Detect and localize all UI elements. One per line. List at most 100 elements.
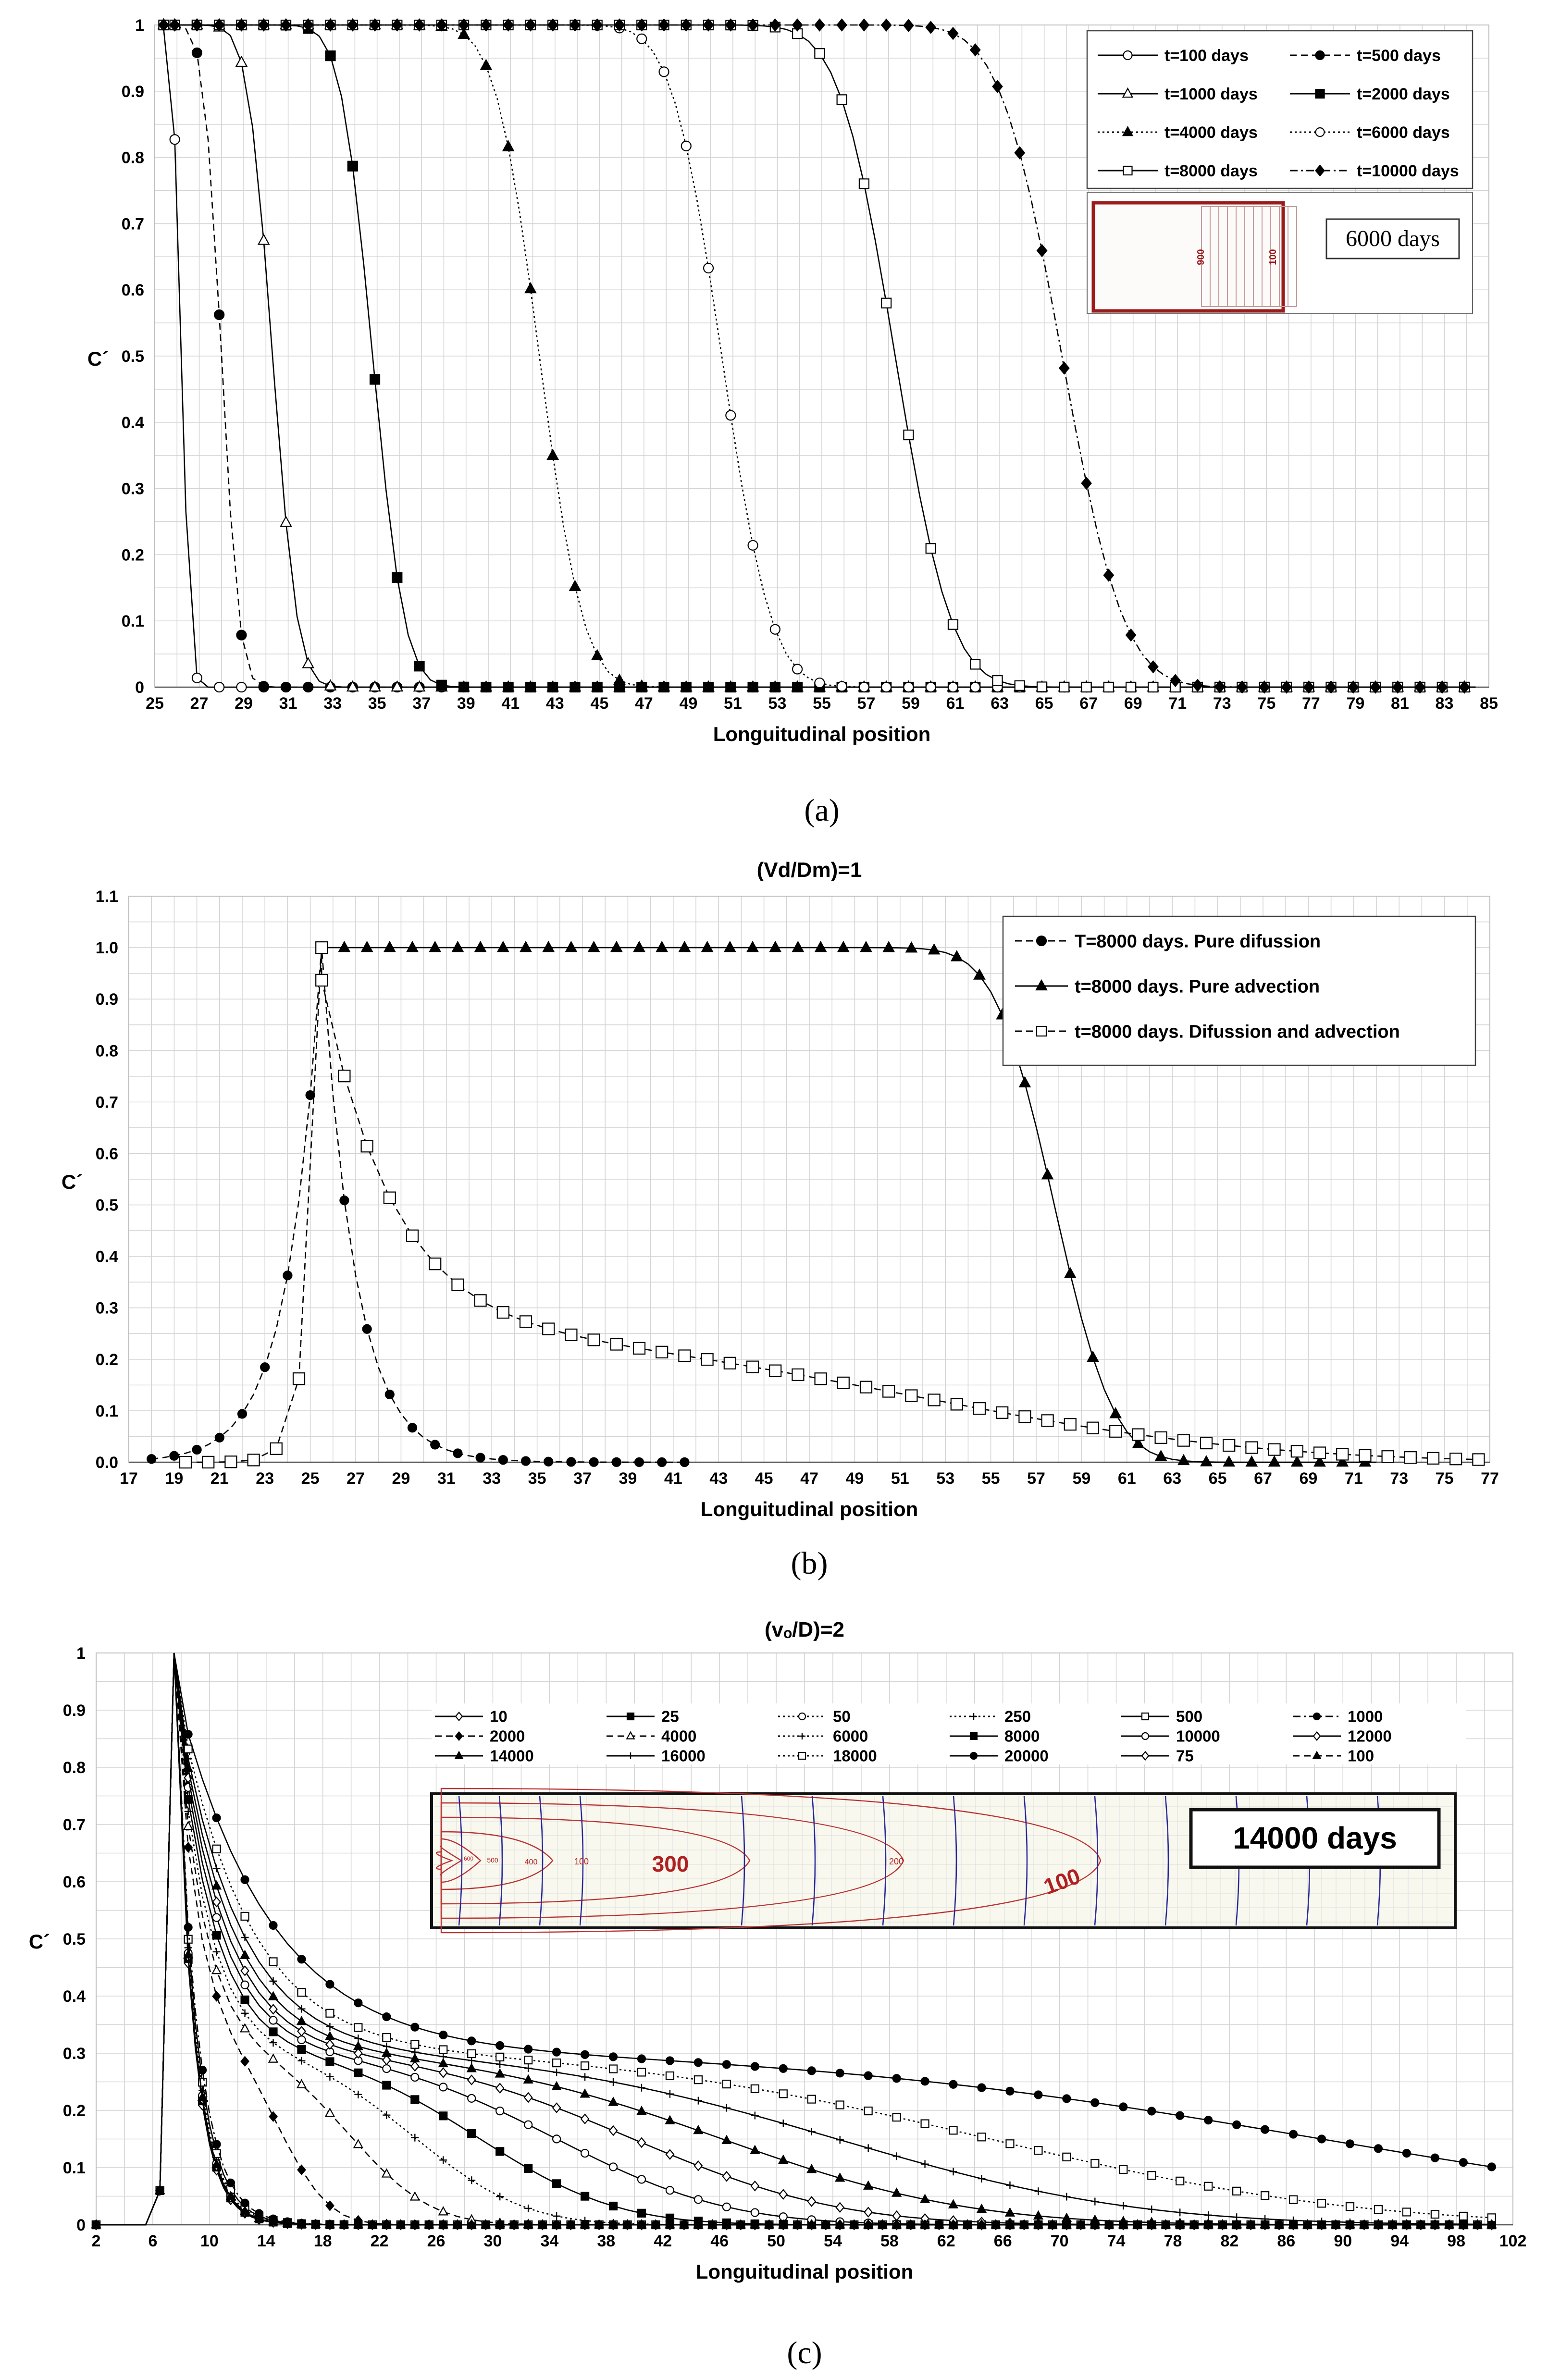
data-point [283, 1270, 293, 1281]
x-tick-label: 49 [679, 694, 697, 713]
data-point [1132, 1428, 1145, 1441]
data-point [1204, 2116, 1213, 2125]
data-point [1348, 680, 1359, 694]
data-point [722, 2202, 731, 2211]
data-point [580, 2050, 590, 2059]
x-tick-label: 10 [200, 2232, 219, 2250]
data-point [495, 2219, 505, 2229]
data-point [1237, 680, 1248, 694]
data-point [750, 2084, 759, 2093]
data-point [1204, 2182, 1213, 2191]
data-point [614, 18, 625, 32]
x-tick-label: 77 [1481, 1469, 1499, 1488]
x-tick-label: 50 [767, 2232, 785, 2250]
x-tick-label: 69 [1299, 1469, 1317, 1488]
data-point [192, 1444, 202, 1455]
data-point [903, 681, 914, 693]
data-point [658, 18, 669, 32]
data-point [1119, 2102, 1128, 2111]
x-tick-label: 57 [857, 694, 876, 713]
data-point [1317, 2134, 1326, 2144]
data-point [503, 681, 514, 693]
data-point [453, 1448, 463, 1458]
data-point [1472, 2219, 1483, 2229]
data-point [326, 2022, 334, 2031]
data-point [611, 1457, 621, 1467]
data-point [1161, 2219, 1171, 2229]
y-tick-label: 1.1 [96, 888, 118, 906]
data-point [268, 2053, 279, 2063]
data-point [524, 2164, 533, 2173]
data-point [637, 2084, 645, 2092]
data-point [1414, 680, 1426, 694]
data-point [637, 2068, 646, 2077]
data-point [552, 2102, 561, 2113]
data-point [339, 1196, 349, 1206]
data-point [693, 2124, 704, 2134]
data-point [524, 2204, 533, 2212]
x-tick-label: 55 [982, 1469, 1000, 1488]
x-tick-label: 6 [148, 2232, 157, 2250]
data-point [525, 18, 536, 32]
data-point [382, 2081, 391, 2090]
data-point [791, 680, 804, 692]
y-axis-label: C´ [87, 347, 109, 370]
data-point [520, 940, 532, 952]
data-point [1103, 568, 1115, 582]
data-point [725, 410, 736, 421]
data-point [996, 1406, 1009, 1419]
data-point [1200, 1436, 1213, 1450]
legend-label: t=8000 days. Difussion and advection [1075, 1022, 1400, 1042]
x-tick-label: 25 [146, 694, 164, 713]
legend-label: 16000 [661, 1747, 706, 1765]
data-point [1041, 1168, 1054, 1180]
data-point [1119, 2202, 1127, 2210]
data-point [570, 681, 581, 693]
data-point [1064, 1418, 1077, 1431]
data-point [814, 1372, 827, 1385]
data-point [864, 2207, 873, 2218]
data-point [864, 2106, 873, 2116]
data-point [1018, 1410, 1031, 1423]
x-tick-label: 30 [484, 2232, 502, 2250]
data-point [438, 2219, 448, 2229]
legend-marker [1123, 165, 1133, 176]
data-point [1033, 2210, 1044, 2220]
data-point [950, 950, 963, 962]
data-point [694, 2075, 703, 2084]
data-point [633, 940, 645, 952]
data-point [239, 2206, 250, 2215]
data-point [835, 2202, 845, 2213]
data-point [859, 1381, 873, 1393]
data-point [458, 18, 470, 32]
data-point [503, 18, 514, 32]
chart-1: 17 19 21 23 25 27 29 31 33 35 37 39 41 43 45 47 49 51 53 55… [62, 858, 1499, 1581]
data-point [921, 2160, 929, 2168]
data-point [1281, 680, 1292, 694]
data-point [396, 2219, 406, 2229]
data-point [474, 1294, 487, 1307]
data-point [632, 1342, 646, 1355]
data-point [1317, 2199, 1326, 2208]
data-point [360, 940, 373, 952]
data-point [1401, 2219, 1412, 2229]
data-point [410, 2040, 420, 2049]
data-point [1005, 2139, 1015, 2148]
data-point [429, 1258, 442, 1270]
data-point [976, 2203, 987, 2213]
data-point [1288, 2219, 1299, 2229]
data-point [381, 2047, 392, 2057]
data-point [807, 2128, 816, 2136]
data-point [325, 2200, 334, 2211]
data-point [498, 1455, 508, 1465]
data-point [934, 2219, 944, 2229]
gridlines [128, 896, 1490, 1463]
data-point [858, 178, 870, 189]
data-point [836, 2136, 844, 2144]
x-tick-label: 35 [528, 1469, 546, 1488]
data-point [237, 1409, 248, 1419]
data-point [452, 2219, 463, 2229]
data-point [346, 680, 359, 692]
data-point [665, 2115, 675, 2124]
x-tick-label: 102 [1499, 2232, 1527, 2250]
